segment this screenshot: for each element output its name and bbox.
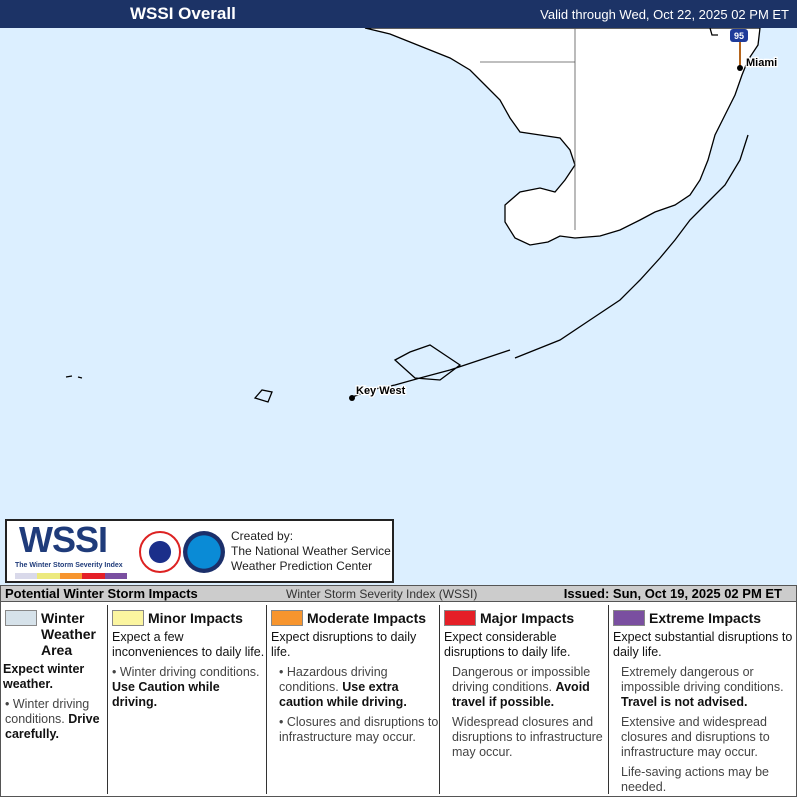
legend-detail: Life-saving actions may be needed. bbox=[621, 765, 769, 794]
county-lines bbox=[480, 28, 576, 230]
map-svg: 95 Miami Key West bbox=[65, 27, 778, 403]
swatch-moderate bbox=[271, 610, 303, 626]
interstate-shield-icon bbox=[730, 29, 748, 42]
legend-minor: Minor Impacts Expect a few inconvenience… bbox=[108, 605, 267, 794]
legend-expect: Expect considerable disruptions to daily… bbox=[444, 630, 571, 659]
org-nws: The National Weather Service bbox=[231, 544, 391, 558]
legend-detail: • Hazardous driving conditions. bbox=[279, 665, 388, 694]
issued-time: Issued: Sun, Oct 19, 2025 02 PM ET bbox=[563, 586, 782, 601]
legend-moderate: Moderate Impacts Expect disruptions to d… bbox=[267, 605, 440, 794]
color-strip bbox=[15, 573, 128, 579]
header: WSSI Overall Valid through Wed, Oct 22, … bbox=[0, 0, 797, 28]
valid-time: Valid through Wed, Oct 22, 2025 02 PM ET bbox=[540, 7, 789, 22]
legend-major: Major Impacts Expect considerable disrup… bbox=[440, 605, 609, 794]
swatch-minor bbox=[112, 610, 144, 626]
swatch-winter bbox=[5, 610, 37, 626]
legend-detail: Widespread closures and disruptions to i… bbox=[452, 715, 603, 759]
legend-detail-bold: Use Caution while driving. bbox=[112, 680, 220, 709]
legend-detail-bold: Use extra caution while driving. bbox=[279, 680, 407, 709]
legend-label: Minor Impacts bbox=[148, 610, 243, 626]
nws-logo-icon bbox=[139, 531, 181, 573]
florida-keys bbox=[65, 27, 749, 403]
legend-title: Potential Winter Storm Impacts bbox=[5, 586, 198, 601]
swatch-extreme bbox=[613, 610, 645, 626]
legend-detail: • Winter driving conditions. bbox=[5, 697, 90, 726]
legend-expect: Expect a few inconveniences to daily lif… bbox=[112, 630, 265, 659]
wssi-subtitle: The Winter Storm Severity Index bbox=[15, 562, 123, 569]
legend-label: Winter Weather Area bbox=[41, 610, 96, 658]
key-west-label: Key West bbox=[356, 385, 406, 397]
legend-winter-weather: Winter Weather Area Expect winter weathe… bbox=[1, 605, 108, 794]
legend-expect: Expect disruptions to daily life. bbox=[271, 630, 417, 659]
swatch-major bbox=[444, 610, 476, 626]
legend-label: Moderate Impacts bbox=[307, 610, 427, 626]
legend-detail: Extremely dangerous or impossible drivin… bbox=[621, 665, 784, 694]
legend: Winter Weather Area Expect winter weathe… bbox=[0, 602, 797, 797]
legend-expect: Expect winter weather. bbox=[3, 662, 85, 691]
florida-land bbox=[364, 27, 761, 246]
index-name: Winter Storm Severity Index (WSSI) bbox=[286, 587, 478, 601]
legend-detail-bold: Drive carefully. bbox=[5, 712, 100, 741]
legend-detail-bold: Travel is not advised. bbox=[621, 695, 748, 709]
created-by: Created by: bbox=[231, 529, 294, 543]
legend-extreme: Extreme Impacts Expect substantial disru… bbox=[609, 605, 796, 794]
map[interactable]: 95 Miami Key West WSSI The Winter Storm … bbox=[0, 27, 797, 585]
logo-box: WSSI The Winter Storm Severity Index Cre… bbox=[5, 519, 394, 583]
miami-dot bbox=[737, 65, 743, 71]
legend-expect: Expect substantial disruptions to daily … bbox=[613, 630, 793, 659]
legend-detail: Dangerous or impossible driving conditio… bbox=[452, 665, 591, 694]
legend-label: Extreme Impacts bbox=[649, 610, 762, 626]
legend-label: Major Impacts bbox=[480, 610, 575, 626]
org-wpc: Weather Prediction Center bbox=[231, 559, 373, 573]
legend-detail: • Winter driving conditions. bbox=[112, 665, 260, 679]
miami-label: Miami bbox=[746, 57, 777, 69]
interstate-label: 95 bbox=[734, 31, 744, 41]
noaa-logo-icon bbox=[183, 531, 225, 573]
key-west-dot bbox=[349, 395, 355, 401]
legend-detail: • Closures and disruptions to infrastruc… bbox=[279, 715, 439, 744]
wssi-logo: WSSI bbox=[19, 519, 108, 560]
legend-detail: Extensive and widespread closures and di… bbox=[621, 715, 770, 759]
map-title: WSSI Overall bbox=[130, 4, 236, 23]
legend-detail-bold: Avoid travel if possible. bbox=[452, 680, 590, 709]
legend-bar: Potential Winter Storm Impacts Winter St… bbox=[0, 585, 797, 602]
